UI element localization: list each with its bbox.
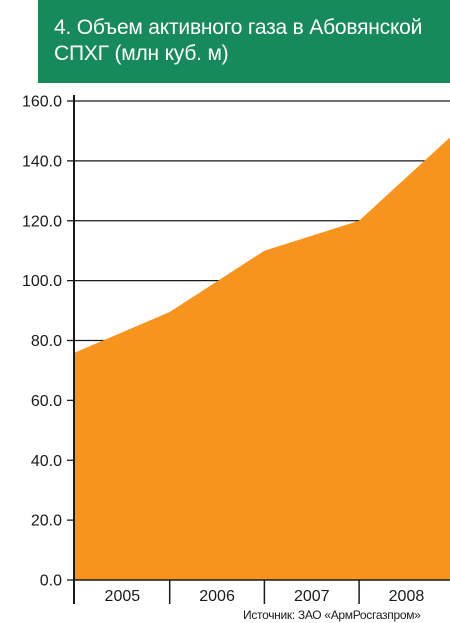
y-tick-label: 0.0: [40, 573, 62, 590]
y-tick-label: 80.0: [31, 333, 62, 350]
y-tick-label: 120.0: [22, 213, 62, 230]
chart-title-line-1: 4. Объем активного газа в Абовянской: [54, 16, 423, 39]
x-axis-ticks: 2005 2006 2007 2008: [105, 580, 425, 605]
area-fill: [75, 137, 450, 580]
y-tick-label: 160.0: [22, 94, 62, 111]
x-tick-label: 2006: [199, 588, 235, 605]
y-tick-label: 100.0: [22, 273, 62, 290]
y-tick-label: 20.0: [31, 513, 62, 530]
y-axis-ticks: 0.0 20.0 40.0 60.0 80.0 100.0 120.0 140.0 160.0: [22, 94, 74, 590]
axes: [73, 95, 450, 604]
source-note: Источник: ЗАО «АрмРосгазпром»: [243, 608, 421, 622]
chart-title-line-2: СПХГ (млн куб. м): [54, 42, 229, 65]
x-tick-label: 2005: [105, 588, 141, 605]
y-tick-label: 60.0: [31, 393, 62, 410]
area-series: [74, 137, 450, 580]
chart-title: 4. Объем активного газа в Абовянской СПХ…: [38, 0, 450, 83]
y-tick-label: 40.0: [31, 453, 62, 470]
y-tick-label: 140.0: [22, 153, 62, 170]
x-tick-label: 2008: [389, 588, 425, 605]
x-tick-label: 2007: [294, 588, 330, 605]
